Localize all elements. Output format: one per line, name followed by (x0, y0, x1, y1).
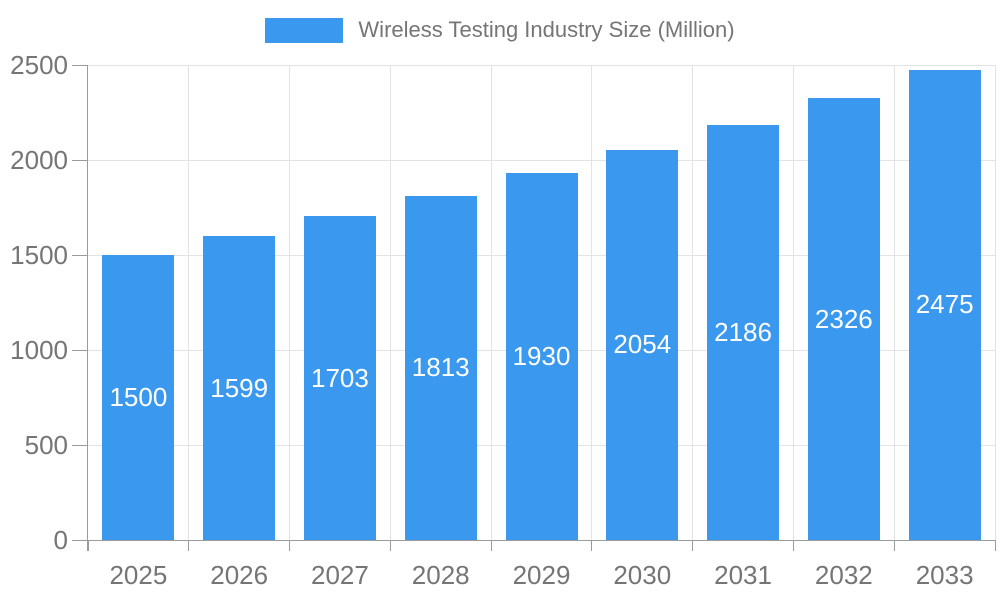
x-axis-label: 2033 (915, 560, 974, 590)
v-gridline (188, 65, 190, 540)
legend-swatch (265, 17, 344, 43)
y-tick (72, 349, 88, 351)
bar-value-label: 2475 (915, 289, 974, 320)
x-axis-label: 2028 (411, 560, 470, 590)
x-tick (893, 540, 895, 551)
y-axis-label: 500 (24, 430, 68, 460)
bar-2031[interactable]: 2186 (707, 124, 780, 540)
x-axis-line (88, 539, 995, 541)
x-axis-label: 2025 (109, 560, 168, 590)
y-axis-label: 1500 (10, 240, 68, 270)
x-tick (490, 540, 492, 551)
bar-value-label: 1813 (411, 352, 470, 383)
x-axis-label: 2032 (814, 560, 873, 590)
bar-value-label: 2186 (714, 316, 772, 347)
x-tick (188, 540, 190, 551)
x-axis-label: 2031 (714, 560, 772, 590)
x-tick (87, 540, 89, 551)
x-axis-label: 2029 (512, 560, 571, 590)
bar-value-label: 2326 (814, 303, 873, 334)
v-gridline (389, 65, 391, 540)
y-axis-label: 1000 (10, 335, 68, 365)
bar-value-label: 1500 (109, 382, 168, 412)
bar-2025[interactable]: 1500 (102, 255, 175, 540)
bar-value-label: 1599 (210, 372, 269, 403)
x-axis-label: 2030 (613, 560, 672, 590)
x-axis-label: 2027 (311, 560, 369, 590)
x-tick (591, 540, 593, 551)
h-gridline (88, 64, 995, 66)
v-gridline (893, 65, 895, 540)
y-axis-line (87, 65, 88, 551)
y-tick (72, 444, 88, 446)
bar-2030[interactable]: 2054 (606, 149, 679, 540)
v-gridline (591, 65, 593, 540)
y-tick (72, 539, 88, 541)
x-tick (289, 540, 291, 551)
bar-2029[interactable]: 1930 (505, 173, 578, 540)
v-gridline (792, 65, 794, 540)
y-axis-label: 2500 (10, 50, 68, 80)
y-tick (72, 159, 88, 161)
x-tick (792, 540, 794, 551)
y-axis-label: 2000 (10, 145, 68, 175)
legend-label: Wireless Testing Industry Size (Million) (358, 17, 735, 42)
bar-2026[interactable]: 1599 (203, 236, 276, 540)
y-axis-label: 0 (53, 525, 68, 555)
v-gridline (692, 65, 694, 540)
h-gridline (88, 159, 995, 161)
bar-value-label: 1703 (311, 362, 369, 393)
x-tick (692, 540, 694, 551)
v-gridline (490, 65, 492, 540)
x-tick (389, 540, 391, 551)
bar-2033[interactable]: 2475 (908, 69, 981, 540)
bar-2027[interactable]: 1703 (303, 216, 376, 540)
bar-2032[interactable]: 2326 (807, 98, 880, 540)
x-tick (994, 540, 996, 551)
chart-legend[interactable]: Wireless Testing Industry Size (Million) (0, 14, 1000, 46)
v-gridline (994, 65, 996, 540)
bar-value-label: 2054 (613, 329, 672, 360)
bar-2028[interactable]: 1813 (404, 195, 477, 540)
y-tick (72, 64, 88, 66)
y-tick (72, 254, 88, 256)
v-gridline (289, 65, 291, 540)
bar-value-label: 1930 (512, 341, 571, 372)
x-axis-label: 2026 (210, 560, 269, 590)
